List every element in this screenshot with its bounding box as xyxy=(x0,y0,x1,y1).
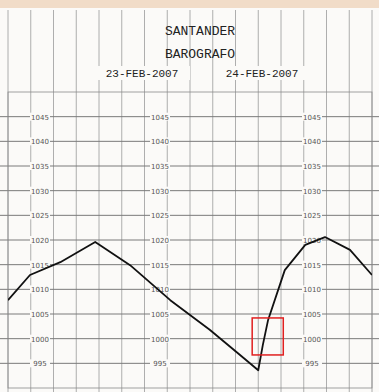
y-tick-label: 1025 xyxy=(151,212,169,220)
y-tick-label: 1005 xyxy=(31,311,49,319)
tick-label-bg xyxy=(150,211,170,219)
highlight-box xyxy=(252,318,283,355)
top-band xyxy=(0,0,379,8)
tick-label-bg xyxy=(30,187,50,195)
y-tick-label: 1005 xyxy=(151,311,169,319)
title: SANTANDER xyxy=(165,24,235,39)
y-tick-label: 1040 xyxy=(303,138,321,146)
y-tick-label: 1000 xyxy=(151,336,169,344)
y-tick-label: 995 xyxy=(33,360,46,368)
tick-label-bg xyxy=(302,211,322,219)
tick-label-bg xyxy=(150,113,170,121)
tick-label-bg xyxy=(302,335,322,343)
tick-label-bg xyxy=(302,162,322,170)
y-tick-label: 995 xyxy=(153,360,166,368)
y-tick-label: 1010 xyxy=(303,286,321,294)
date-annotation: 23-FEB-2007 xyxy=(106,68,179,80)
y-grid-line xyxy=(0,215,379,216)
tick-label-bg xyxy=(302,261,322,269)
tick-label-bg xyxy=(30,113,50,121)
subtitle: BAROGRAFO xyxy=(165,47,235,62)
tick-label-bg xyxy=(30,137,50,145)
y-tick-label: 1030 xyxy=(31,188,49,196)
y-tick-label: 1035 xyxy=(31,163,49,171)
y-tick-label: 1015 xyxy=(151,262,169,270)
y-grid-line xyxy=(0,116,379,117)
y-tick-label: 1035 xyxy=(303,163,321,171)
tick-label-bg xyxy=(302,310,322,318)
y-tick-label: 1025 xyxy=(31,212,49,220)
y-grid-line xyxy=(0,240,379,241)
y-tick-label: 1045 xyxy=(303,114,321,122)
y-grid-line xyxy=(0,289,379,290)
y-tick-label: 1010 xyxy=(31,286,49,294)
tick-label-bg xyxy=(30,310,50,318)
grid xyxy=(0,10,379,392)
y-tick-label: 1020 xyxy=(151,237,169,245)
y-tick-label: 995 xyxy=(305,360,318,368)
plot-area xyxy=(8,237,372,370)
y-tick-label: 1040 xyxy=(151,138,169,146)
tick-label-bg xyxy=(150,261,170,269)
tick-label-bg xyxy=(30,236,50,244)
plot-frame xyxy=(8,92,372,388)
y-tick-labels: 995 995 995 1000 1000 1000 1005 1005 1005 1010 101… xyxy=(30,113,322,369)
y-grid-line xyxy=(0,338,379,339)
tick-label-bg xyxy=(150,137,170,145)
pressure-line xyxy=(8,237,372,370)
tick-label-bg xyxy=(302,359,322,367)
tick-label-bg xyxy=(30,211,50,219)
tick-label-bg xyxy=(150,335,170,343)
y-grid-line xyxy=(0,166,379,167)
tick-label-bg xyxy=(302,187,322,195)
y-tick-label: 1035 xyxy=(151,163,169,171)
y-tick-label: 1045 xyxy=(31,114,49,122)
tick-label-bg xyxy=(302,137,322,145)
x-grid-line xyxy=(76,10,77,392)
tick-label-bg xyxy=(302,285,322,293)
y-tick-label: 1015 xyxy=(303,262,321,270)
y-tick-label: 1005 xyxy=(303,311,321,319)
y-tick-label: 1045 xyxy=(151,114,169,122)
tick-label-bg xyxy=(150,310,170,318)
y-tick-label: 1030 xyxy=(151,188,169,196)
y-tick-label: 1000 xyxy=(31,336,49,344)
tick-label-bg xyxy=(30,359,50,367)
tick-label-bg xyxy=(150,236,170,244)
x-grid-line xyxy=(349,10,350,392)
x-grid-line xyxy=(326,10,327,392)
background xyxy=(0,0,379,392)
x-grid-line xyxy=(53,10,54,392)
tick-label-bg xyxy=(30,335,50,343)
annotation-bg xyxy=(214,66,310,80)
x-grid-line xyxy=(212,10,213,392)
y-tick-label: 1020 xyxy=(31,237,49,245)
y-tick-label: 1040 xyxy=(31,138,49,146)
y-tick-label: 1030 xyxy=(303,188,321,196)
tick-label-bg xyxy=(30,285,50,293)
tick-label-bg xyxy=(150,359,170,367)
y-grid-line xyxy=(0,363,379,364)
y-tick-label: 1000 xyxy=(303,336,321,344)
annotation-bg xyxy=(94,66,190,80)
tick-label-bg xyxy=(302,113,322,121)
date-annotation: 24-FEB-2007 xyxy=(226,68,299,80)
tick-label-bg xyxy=(150,187,170,195)
y-grid-line xyxy=(0,190,379,191)
tick-label-bg xyxy=(30,162,50,170)
chart: 995 995 995 1000 1000 1000 1005 1005 1005 1010 101… xyxy=(0,0,379,392)
paper xyxy=(0,8,379,392)
tick-label-bg xyxy=(150,162,170,170)
y-tick-label: 1025 xyxy=(303,212,321,220)
y-grid-line xyxy=(0,141,379,142)
